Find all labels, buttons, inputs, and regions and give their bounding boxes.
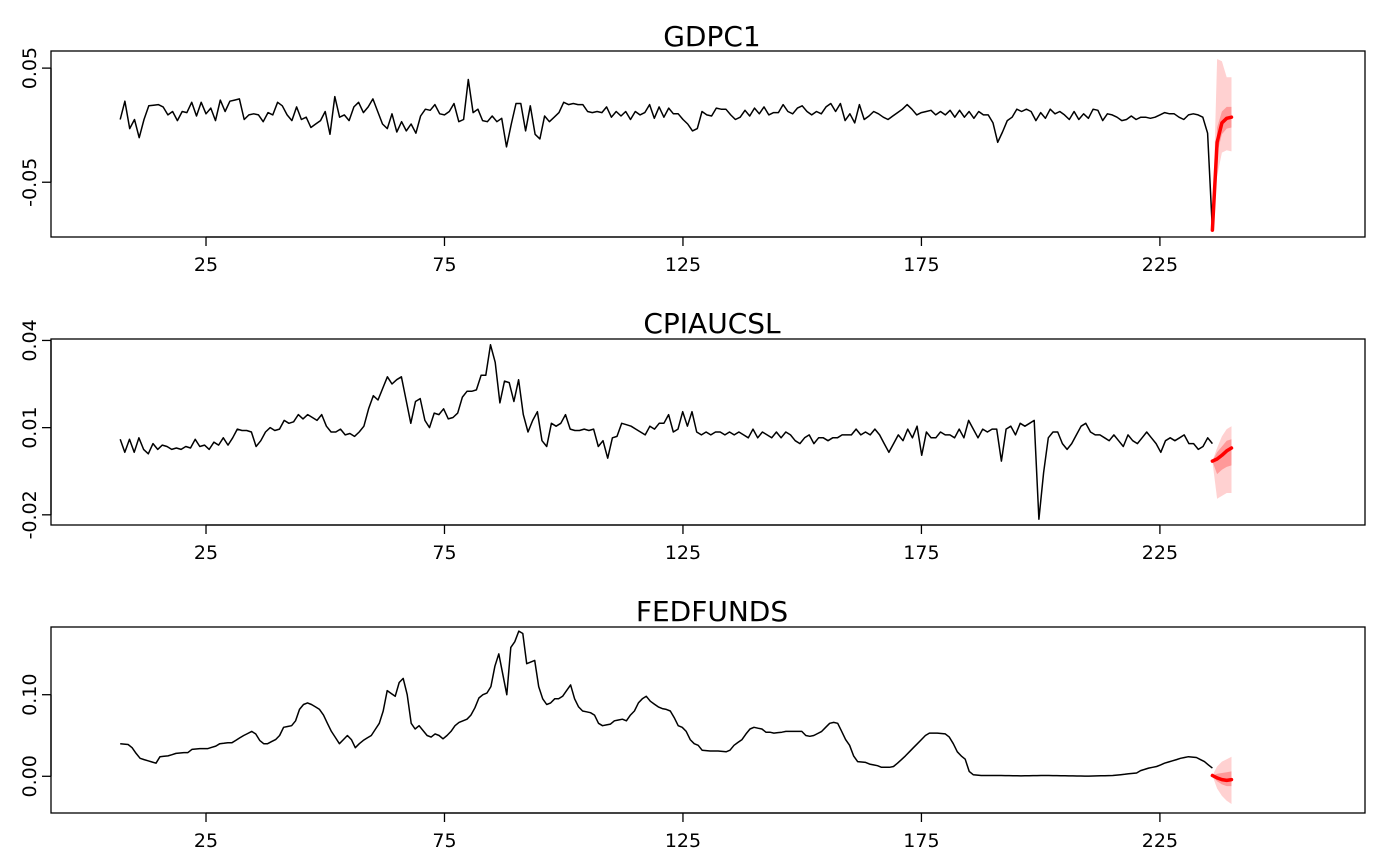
forecast-band-outer-area — [1212, 59, 1232, 231]
x-tick-label: 225 — [1142, 254, 1178, 276]
forecast-band-outer — [1212, 59, 1232, 231]
x-tick-label: 125 — [665, 542, 701, 564]
plot-frame — [50, 338, 1366, 526]
forecast-series — [1210, 446, 1234, 463]
y-tick-label: 0.05 — [19, 47, 41, 89]
panel-fedfunds: FEDFUNDS 25 75 125 175 225 0.00 0.10 — [19, 595, 1366, 852]
y-tick-label: -0.05 — [19, 158, 41, 207]
x-tick-label: 75 — [432, 830, 456, 852]
y-axis: -0.05 0.05 — [19, 47, 52, 207]
x-tick-label: 25 — [194, 830, 218, 852]
x-tick-label: 125 — [665, 254, 701, 276]
observed-line — [119, 344, 1213, 520]
panel-cpiaucsl: CPIAUCSL 25 75 125 175 225 -0.02 0.01 0.04 — [19, 307, 1366, 564]
panel-title: FEDFUNDS — [636, 595, 788, 628]
x-axis: 25 75 125 175 225 — [194, 236, 1178, 276]
forecast-series — [1210, 115, 1234, 232]
observed-line — [119, 78, 1214, 231]
x-axis: 25 75 125 175 225 — [194, 524, 1178, 564]
x-tick-label: 75 — [432, 542, 456, 564]
observed-series — [120, 630, 1213, 777]
x-tick-label: 175 — [903, 254, 939, 276]
x-tick-label: 75 — [432, 254, 456, 276]
x-axis: 25 75 125 175 225 — [194, 812, 1178, 852]
x-tick-label: 175 — [903, 542, 939, 564]
y-tick-label: 0.04 — [19, 319, 41, 361]
y-axis: -0.02 0.01 0.04 — [19, 319, 52, 539]
y-tick-label: 0.00 — [19, 755, 41, 797]
plot-frame — [50, 626, 1366, 814]
panel-title: GDPC1 — [663, 20, 761, 53]
y-tick-label: 0.10 — [19, 674, 41, 716]
y-tick-label: -0.02 — [19, 490, 41, 539]
panel-title: CPIAUCSL — [643, 307, 781, 340]
x-tick-label: 25 — [194, 254, 218, 276]
x-tick-label: 25 — [194, 542, 218, 564]
forecast-line — [1210, 446, 1234, 463]
x-tick-label: 125 — [665, 830, 701, 852]
forecast-series — [1210, 773, 1234, 783]
x-tick-label: 175 — [903, 830, 939, 852]
forecast-line — [1210, 115, 1234, 232]
y-axis: 0.00 0.10 — [19, 674, 52, 797]
forecast-line — [1210, 773, 1234, 783]
observed-series — [119, 78, 1214, 231]
observed-line — [120, 630, 1213, 777]
y-tick-label: 0.01 — [19, 406, 41, 448]
observed-series — [119, 344, 1213, 520]
panel-gdpc1: GDPC1 25 75 125 175 225 -0.05 0.05 — [19, 20, 1366, 276]
x-tick-label: 225 — [1142, 830, 1178, 852]
plot-frame — [50, 50, 1366, 238]
x-tick-label: 225 — [1142, 542, 1178, 564]
